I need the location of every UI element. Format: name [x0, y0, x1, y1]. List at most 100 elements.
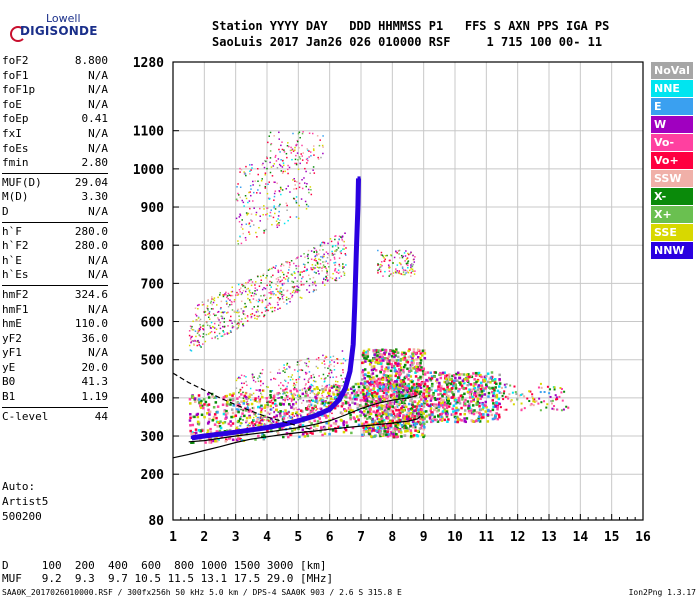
- echo-point: [410, 380, 414, 384]
- echo-point: [418, 400, 421, 403]
- echo-point: [216, 420, 220, 424]
- echo-point: [372, 349, 375, 352]
- echo-point: [468, 396, 472, 399]
- echo-point: [428, 389, 431, 393]
- echo-point: [291, 378, 294, 381]
- echo-point: [375, 374, 379, 378]
- echo-point: [411, 410, 415, 414]
- echo-point: [315, 253, 318, 255]
- echo-point: [261, 311, 263, 314]
- echo-point: [335, 277, 338, 279]
- echo-point: [270, 166, 273, 168]
- echo-point: [270, 399, 273, 402]
- echo-point: [440, 415, 443, 418]
- echo-point: [437, 409, 440, 412]
- echo-point: [334, 396, 337, 399]
- echo-point: [236, 322, 239, 325]
- echo-point: [196, 412, 200, 416]
- legend-item: Vo+: [651, 152, 693, 169]
- echo-point: [535, 400, 538, 403]
- echo-point: [327, 422, 330, 425]
- echo-point: [266, 419, 268, 422]
- echo-point: [500, 392, 503, 395]
- echo-point: [395, 380, 399, 383]
- echo-point: [203, 403, 206, 406]
- echo-point: [407, 262, 409, 264]
- echo-point: [210, 331, 213, 333]
- echo-point: [423, 373, 427, 376]
- echo-point: [200, 346, 202, 348]
- echo-point: [447, 383, 450, 387]
- echo-point: [252, 379, 255, 382]
- echo-point: [357, 382, 360, 386]
- echo-point: [268, 292, 270, 294]
- echo-point: [390, 394, 393, 397]
- echo-point: [528, 400, 531, 403]
- echo-point: [297, 168, 300, 171]
- echo-point: [374, 369, 378, 372]
- echo-point: [383, 370, 386, 373]
- echo-point: [306, 162, 308, 164]
- echo-point: [286, 209, 288, 212]
- echo-point: [280, 382, 282, 384]
- echo-point: [322, 388, 324, 390]
- echo-point: [275, 220, 278, 222]
- echo-point: [229, 424, 233, 427]
- echo-point: [189, 349, 192, 351]
- echo-point: [384, 387, 388, 391]
- param-row: foF1 N/A: [2, 69, 108, 84]
- echo-point: [192, 320, 194, 323]
- echo-point: [289, 426, 292, 430]
- echo-point: [251, 292, 254, 294]
- echo-point: [463, 402, 467, 406]
- echo-point: [369, 388, 373, 392]
- echo-point: [287, 168, 289, 171]
- echo-point: [409, 364, 413, 367]
- echo-point: [277, 158, 280, 160]
- echo-point: [416, 362, 420, 366]
- echo-point: [426, 385, 429, 388]
- echo-point: [317, 253, 320, 255]
- echo-point: [318, 392, 320, 395]
- echo-point: [310, 375, 313, 377]
- echo-point: [307, 149, 309, 152]
- echo-point: [498, 385, 501, 388]
- echo-point: [277, 296, 280, 299]
- echo-point: [294, 384, 297, 386]
- echo-point: [380, 365, 384, 368]
- echo-point: [409, 429, 413, 432]
- echo-point: [335, 383, 337, 386]
- echo-point: [253, 314, 256, 317]
- echo-point: [411, 404, 415, 407]
- echo-point: [313, 376, 316, 379]
- echo-point: [199, 429, 202, 433]
- echo-point: [197, 339, 199, 342]
- echo-point: [507, 397, 510, 400]
- echo-point: [269, 400, 272, 403]
- echo-point: [339, 271, 341, 274]
- echo-point: [321, 394, 324, 397]
- echo-point: [429, 409, 433, 412]
- echo-point: [413, 400, 417, 404]
- echo-point: [244, 317, 247, 320]
- echo-point: [189, 424, 192, 427]
- echo-point: [276, 288, 278, 290]
- echo-point: [193, 400, 197, 403]
- echo-point: [191, 328, 194, 331]
- echo-point: [191, 340, 194, 342]
- echo-point: [278, 368, 281, 371]
- echo-point: [331, 412, 333, 415]
- echo-point: [333, 256, 336, 259]
- echo-point: [242, 310, 245, 312]
- echo-point: [322, 277, 325, 280]
- echo-point: [327, 375, 329, 377]
- echo-point: [392, 275, 394, 277]
- echo-point: [259, 192, 261, 194]
- echo-point: [401, 410, 404, 414]
- echo-point: [257, 434, 260, 438]
- echo-point: [481, 407, 485, 411]
- echo-point: [441, 401, 445, 404]
- echo-point: [418, 427, 422, 430]
- echo-point: [482, 389, 485, 392]
- echo-point: [284, 368, 286, 371]
